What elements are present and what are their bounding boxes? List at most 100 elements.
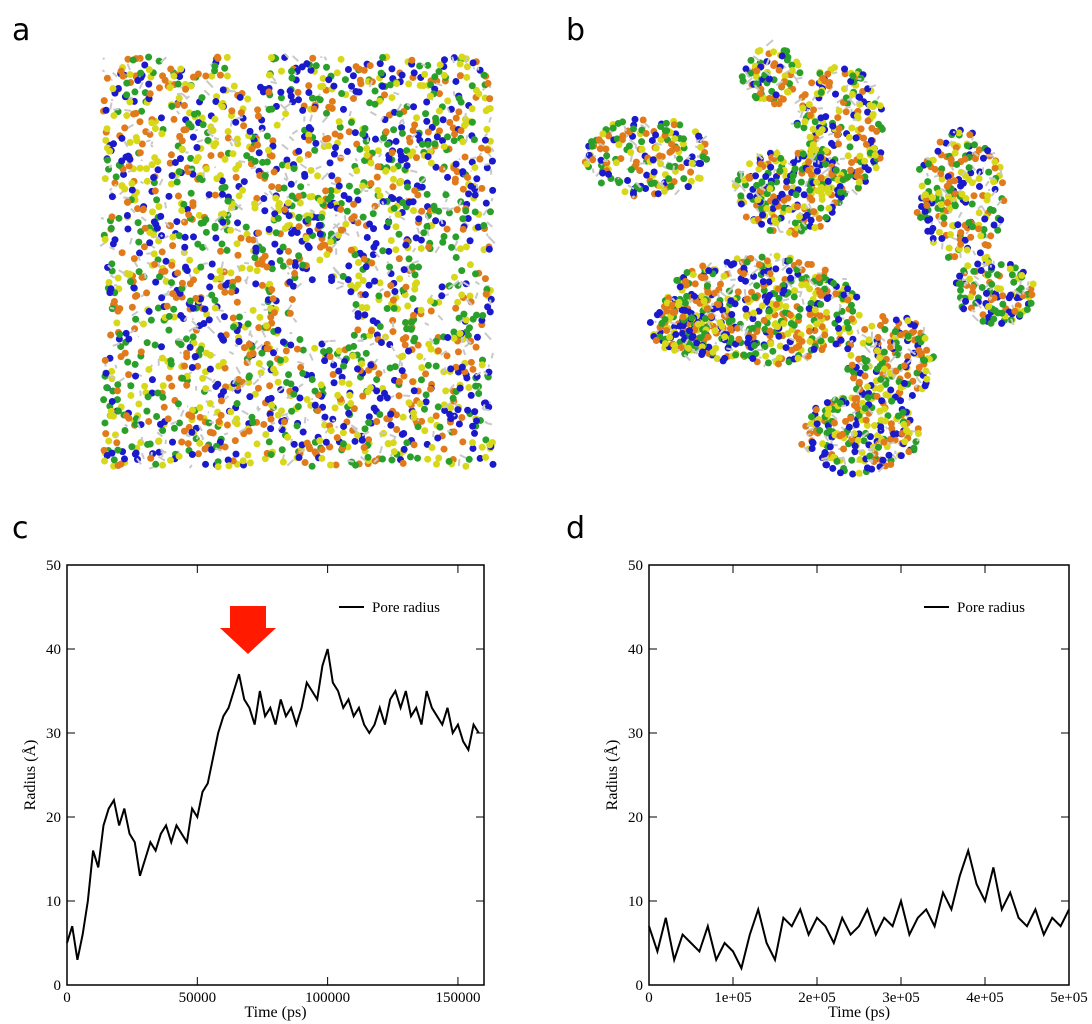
lipid-tail xyxy=(867,460,871,461)
lipid-head xyxy=(109,398,116,405)
lipid-head xyxy=(692,280,699,287)
lipid-head xyxy=(938,235,945,242)
lipid-head xyxy=(655,190,662,197)
lipid-head xyxy=(749,355,756,362)
lipid-head xyxy=(825,205,832,212)
lipid-head xyxy=(807,134,814,141)
lipid-tail xyxy=(445,199,447,202)
lipid-head xyxy=(156,84,163,91)
lipid-head xyxy=(462,153,469,160)
lipid-head xyxy=(255,324,262,331)
lipid-head xyxy=(109,193,116,200)
lipid-head xyxy=(969,201,976,208)
lipid-head xyxy=(630,125,637,132)
lipid-head xyxy=(373,387,380,394)
lipid-head xyxy=(952,150,959,157)
lipid-head xyxy=(390,297,397,304)
lipid-tail xyxy=(851,431,852,438)
lipid-head xyxy=(805,159,812,166)
lipid-head xyxy=(758,221,765,228)
lipid-head xyxy=(289,74,296,81)
lipid-head xyxy=(416,353,423,360)
lipid-head xyxy=(108,408,115,415)
lipid-head xyxy=(101,457,108,464)
lipid-head xyxy=(976,209,983,216)
lipid-head xyxy=(256,149,263,156)
lipid-head xyxy=(452,176,459,183)
lipid-head xyxy=(260,421,267,428)
lipid-head xyxy=(143,165,150,172)
lipid-head xyxy=(306,228,313,235)
lipid-head xyxy=(268,54,275,61)
lipid-head xyxy=(100,396,107,403)
lipid-tail xyxy=(939,221,940,223)
lipid-head xyxy=(268,106,275,113)
lipid-tail xyxy=(959,212,962,218)
lipid-head xyxy=(203,229,210,236)
lipid-head xyxy=(385,248,392,255)
lipid-head xyxy=(638,138,645,145)
lipid-head xyxy=(146,239,153,246)
lipid-head xyxy=(785,89,792,96)
lipid-head xyxy=(471,408,478,415)
lipid-head xyxy=(329,98,336,105)
lipid-head xyxy=(966,131,973,138)
lipid-head xyxy=(239,187,246,194)
lipid-head xyxy=(387,411,394,418)
lipid-tail xyxy=(207,81,213,88)
lipid-head xyxy=(741,352,748,359)
lipid-head xyxy=(690,271,697,278)
lipid-head xyxy=(815,274,822,281)
lipid-head xyxy=(309,376,316,383)
lipid-head xyxy=(395,211,402,218)
lipid-head xyxy=(450,395,457,402)
lipid-head xyxy=(855,356,862,363)
lipid-head xyxy=(234,420,241,427)
lipid-head xyxy=(755,48,762,55)
lipid-head xyxy=(206,316,213,323)
lipid-head xyxy=(825,189,832,196)
lipid-head xyxy=(672,331,679,338)
lipid-head xyxy=(373,376,380,383)
lipid-head xyxy=(256,360,263,367)
lipid-head xyxy=(478,185,485,192)
lipid-tail xyxy=(296,180,297,183)
lipid-head xyxy=(459,215,466,222)
lipid-head xyxy=(425,129,432,136)
lipid-head xyxy=(355,259,362,266)
lipid-tail xyxy=(381,432,386,433)
lipid-head xyxy=(433,412,440,419)
lipid-head xyxy=(241,178,248,185)
lipid-head xyxy=(127,278,134,285)
lipid-head xyxy=(410,414,417,421)
lipid-head xyxy=(115,308,122,315)
lipid-head xyxy=(705,334,712,341)
lipid-head xyxy=(991,158,998,165)
lipid-head xyxy=(192,353,199,360)
lipid-tail xyxy=(725,265,726,268)
lipid-head xyxy=(985,303,992,310)
lipid-head xyxy=(168,361,175,368)
lipid-head xyxy=(183,382,190,389)
lipid-tail xyxy=(387,261,388,263)
lipid-head xyxy=(124,359,131,366)
lipid-head xyxy=(974,261,981,268)
lipid-head xyxy=(459,168,466,175)
lipid-head xyxy=(261,207,268,214)
lipid-head xyxy=(137,165,144,172)
lipid-head xyxy=(997,216,1004,223)
lipid-head xyxy=(858,125,865,132)
lipid-head xyxy=(189,364,196,371)
lipid-head xyxy=(804,212,811,219)
lipid-head xyxy=(642,185,649,192)
lipid-head xyxy=(442,191,449,198)
lipid-head xyxy=(159,462,166,469)
lipid-head xyxy=(964,142,971,149)
lipid-head xyxy=(266,438,273,445)
lipid-head xyxy=(347,288,354,295)
lipid-head xyxy=(316,257,323,264)
lipid-head xyxy=(166,84,173,91)
lipid-head xyxy=(243,224,250,231)
lipid-head xyxy=(648,180,655,187)
